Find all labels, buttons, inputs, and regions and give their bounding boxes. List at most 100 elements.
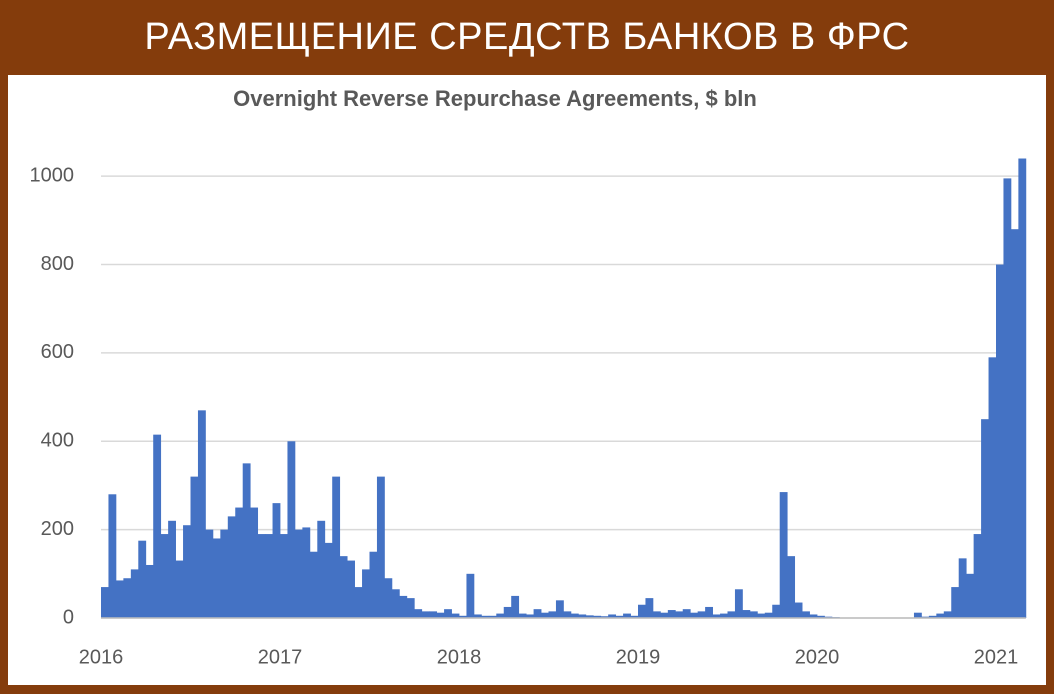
bar (682, 609, 691, 618)
bar (138, 540, 147, 618)
bar (488, 615, 497, 618)
bar (473, 614, 482, 618)
bar (376, 476, 385, 618)
bar (742, 610, 751, 618)
bar (712, 614, 721, 618)
bar (749, 611, 758, 618)
x-tick-label: 2016 (79, 646, 124, 668)
bar (645, 598, 654, 618)
bar (690, 612, 699, 618)
bar (197, 410, 206, 618)
y-tick-label: 600 (41, 341, 74, 363)
bar (966, 573, 975, 618)
x-tick-label: 2020 (795, 646, 840, 668)
bar (1010, 229, 1019, 618)
bar (339, 556, 348, 618)
bar (727, 611, 736, 618)
bar (444, 609, 452, 618)
bar (399, 595, 408, 618)
y-tick-label: 0 (63, 606, 74, 628)
bar (779, 492, 788, 618)
bar (615, 615, 624, 618)
bar (585, 615, 594, 618)
bar (757, 613, 766, 618)
bar (1018, 158, 1027, 618)
bar (772, 604, 781, 618)
bar (324, 542, 333, 618)
bar (160, 534, 169, 618)
bar (570, 613, 579, 618)
bar (451, 613, 460, 618)
bar (183, 525, 191, 618)
bar (936, 613, 945, 618)
bar (764, 612, 773, 618)
bar (578, 614, 587, 618)
bar (466, 573, 475, 618)
bar (429, 611, 438, 618)
chart-title: Overnight Reverse Repurchase Agreements,… (233, 86, 757, 111)
bar (652, 611, 661, 618)
bar (115, 580, 124, 618)
bar (227, 516, 236, 618)
bar (414, 609, 423, 618)
bar (548, 611, 557, 618)
y-tick-label: 200 (41, 518, 74, 540)
bar (257, 534, 266, 618)
bar (623, 613, 631, 618)
bar (1003, 178, 1012, 618)
bar (630, 615, 639, 618)
bar (481, 615, 490, 618)
bar (533, 609, 542, 618)
bar (787, 556, 796, 618)
bar (145, 564, 154, 618)
y-tick-label: 800 (41, 253, 74, 275)
bar (130, 569, 139, 618)
bar (153, 434, 162, 618)
bar (272, 503, 281, 618)
bar (496, 613, 505, 618)
bar (421, 611, 430, 618)
bar (913, 612, 922, 618)
bar (347, 560, 355, 618)
bar (265, 534, 273, 618)
bar (294, 529, 303, 618)
bar (794, 602, 803, 618)
bar (309, 551, 318, 618)
bar (332, 476, 341, 618)
bar (541, 612, 549, 618)
bar (436, 612, 445, 618)
bar (555, 600, 564, 618)
bar (526, 614, 534, 618)
bar (108, 494, 117, 618)
bar (287, 441, 296, 618)
bar (101, 587, 109, 618)
bar (988, 357, 997, 618)
bar (302, 527, 311, 618)
bar (391, 589, 400, 618)
bar (802, 611, 810, 618)
bar (660, 612, 669, 618)
bar (981, 419, 989, 618)
bar (638, 604, 646, 618)
x-tick-label: 2019 (616, 646, 661, 668)
bar (593, 615, 602, 618)
bar (362, 569, 370, 618)
bar (720, 613, 728, 618)
bar (369, 551, 378, 618)
x-tick-label: 2021 (974, 646, 1019, 668)
x-tick-label: 2017 (258, 646, 303, 668)
bar (675, 611, 684, 618)
bar (205, 529, 214, 618)
banner-title: РАЗМЕЩЕНИЕ СРЕДСТВ БАНКОВ В ФРС (144, 15, 910, 58)
bar (608, 614, 617, 618)
bar (235, 507, 244, 618)
y-tick-label: 1000 (30, 164, 75, 186)
bar (951, 587, 960, 618)
bar (817, 615, 825, 618)
bar (928, 615, 937, 618)
x-tick-label: 2018 (437, 646, 482, 668)
bar (563, 611, 572, 618)
bar (600, 616, 609, 618)
